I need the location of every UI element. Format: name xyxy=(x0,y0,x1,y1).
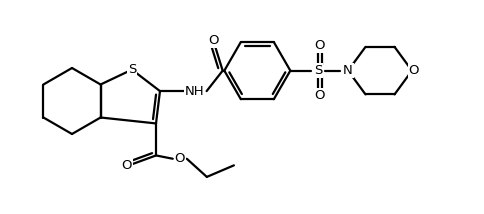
Text: O: O xyxy=(175,152,185,165)
Text: NH: NH xyxy=(185,85,204,98)
Text: S: S xyxy=(314,64,322,77)
Text: O: O xyxy=(208,34,219,48)
Text: O: O xyxy=(314,39,325,52)
Text: S: S xyxy=(128,63,136,76)
Text: O: O xyxy=(314,89,325,102)
Text: O: O xyxy=(408,64,419,77)
Text: N: N xyxy=(343,64,353,77)
Text: O: O xyxy=(121,159,132,172)
